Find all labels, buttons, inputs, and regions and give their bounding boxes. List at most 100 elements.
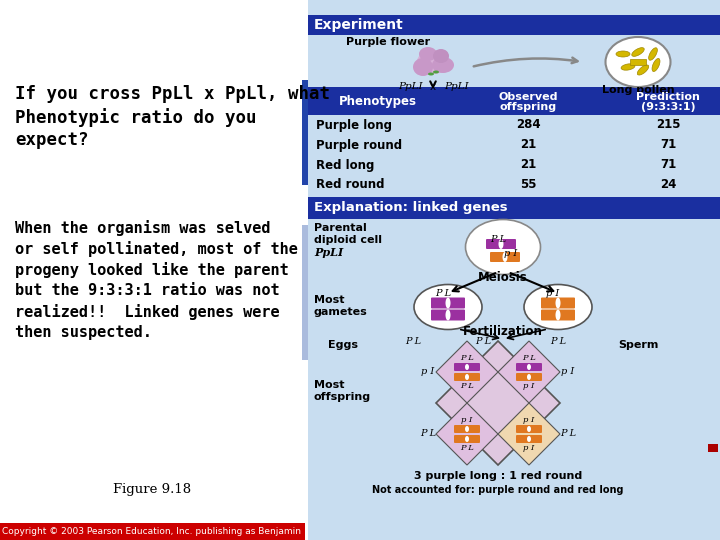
FancyBboxPatch shape [454, 373, 480, 381]
Text: P L: P L [522, 354, 536, 362]
FancyBboxPatch shape [516, 425, 542, 433]
Bar [308, 135, 720, 155]
Ellipse shape [446, 298, 451, 308]
Ellipse shape [527, 436, 531, 442]
Text: expect?: expect? [15, 131, 89, 149]
Text: Eggs: Eggs [328, 340, 358, 350]
FancyBboxPatch shape [454, 435, 480, 443]
Text: realized!!  Linked genes were: realized!! Linked genes were [15, 304, 279, 320]
Ellipse shape [527, 426, 531, 432]
Text: Figure 9.18: Figure 9.18 [113, 483, 191, 496]
Ellipse shape [446, 309, 451, 321]
Text: offspring: offspring [500, 102, 557, 112]
Ellipse shape [606, 37, 670, 87]
Bar [308, 15, 720, 35]
Ellipse shape [466, 219, 541, 274]
Text: 71: 71 [660, 159, 676, 172]
Bar [0, 523, 305, 540]
Text: 24: 24 [660, 179, 676, 192]
Text: Most: Most [314, 380, 344, 390]
Text: PpLI: PpLI [314, 247, 343, 258]
Polygon shape [436, 341, 498, 403]
Text: Purple round: Purple round [316, 138, 402, 152]
Ellipse shape [527, 374, 531, 380]
Ellipse shape [465, 364, 469, 370]
Ellipse shape [414, 285, 482, 329]
Text: Prediction: Prediction [636, 92, 700, 102]
Text: Meiosis: Meiosis [478, 271, 528, 284]
Ellipse shape [432, 57, 454, 73]
Bar [308, 87, 720, 115]
Text: p I: p I [421, 368, 435, 376]
Text: Phenotypic ratio do you: Phenotypic ratio do you [15, 108, 256, 127]
FancyBboxPatch shape [516, 373, 542, 381]
Text: Red round: Red round [316, 179, 384, 192]
Text: p I: p I [462, 416, 472, 424]
Text: P L: P L [460, 382, 474, 390]
Bar [630, 59, 646, 65]
Bar [308, 155, 720, 175]
Bar [302, 80, 308, 185]
Text: Parental: Parental [314, 223, 366, 233]
Text: 21: 21 [520, 159, 536, 172]
Ellipse shape [621, 64, 635, 70]
FancyBboxPatch shape [516, 435, 542, 443]
Text: Red long: Red long [316, 159, 374, 172]
Text: P L: P L [460, 354, 474, 362]
Text: 3 purple long : 1 red round: 3 purple long : 1 red round [414, 471, 582, 481]
Text: Sperm: Sperm [618, 340, 658, 350]
Text: 55: 55 [520, 179, 536, 192]
Polygon shape [498, 341, 560, 403]
Text: p I: p I [505, 249, 518, 259]
FancyBboxPatch shape [431, 309, 465, 321]
Text: PpLI: PpLI [397, 82, 423, 91]
Ellipse shape [649, 48, 657, 60]
Text: P L: P L [475, 336, 491, 346]
Text: Not accounted for: purple round and red long: Not accounted for: purple round and red … [372, 485, 624, 495]
Ellipse shape [428, 72, 434, 76]
Text: progeny looked like the parent: progeny looked like the parent [15, 262, 289, 278]
Text: but the 9:3:3:1 ratio was not: but the 9:3:3:1 ratio was not [15, 283, 279, 298]
Text: P L: P L [435, 289, 451, 299]
Text: 215: 215 [656, 118, 680, 132]
Polygon shape [498, 403, 560, 465]
Text: 21: 21 [520, 138, 536, 152]
Ellipse shape [413, 58, 433, 76]
Text: 284: 284 [516, 118, 540, 132]
Ellipse shape [616, 51, 630, 57]
Text: PpLI: PpLI [444, 82, 468, 91]
Bar [308, 175, 720, 195]
Bar [0, 0, 305, 540]
Ellipse shape [503, 252, 508, 262]
Text: diploid cell: diploid cell [314, 235, 382, 245]
Text: When the organism was selved: When the organism was selved [15, 220, 271, 236]
Text: Fertilization: Fertilization [463, 325, 543, 338]
FancyBboxPatch shape [541, 309, 575, 321]
Ellipse shape [631, 48, 644, 56]
Ellipse shape [524, 285, 592, 329]
FancyBboxPatch shape [486, 239, 516, 249]
Text: Experiment: Experiment [314, 18, 404, 32]
Ellipse shape [465, 426, 469, 432]
Text: If you cross PpLl x PpLl, what: If you cross PpLl x PpLl, what [15, 85, 330, 103]
FancyBboxPatch shape [516, 363, 542, 371]
Ellipse shape [419, 47, 437, 61]
FancyBboxPatch shape [541, 298, 575, 308]
Polygon shape [436, 341, 560, 465]
Text: P L: P L [490, 234, 506, 244]
Bar [308, 115, 720, 135]
Bar [308, 0, 720, 540]
Bar [302, 225, 308, 360]
Text: P L: P L [460, 444, 474, 452]
Ellipse shape [433, 49, 449, 63]
FancyBboxPatch shape [431, 298, 465, 308]
Ellipse shape [637, 65, 649, 75]
Text: Purple flower: Purple flower [346, 37, 430, 47]
Text: p I: p I [523, 416, 535, 424]
Bar [708, 444, 718, 452]
Ellipse shape [465, 374, 469, 380]
Text: Explanation: linked genes: Explanation: linked genes [314, 201, 508, 214]
Ellipse shape [417, 50, 449, 74]
Text: Purple long: Purple long [316, 118, 392, 132]
Text: p I: p I [523, 382, 535, 390]
